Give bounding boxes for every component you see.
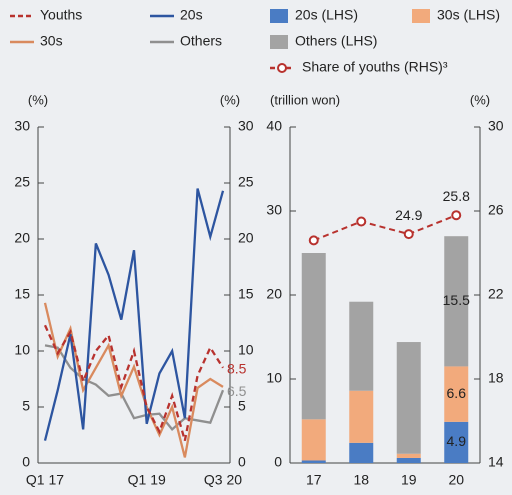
- legend-label: 30s (LHS): [437, 7, 500, 23]
- legend-label: Others: [180, 33, 222, 49]
- y-tick-label: 40: [266, 118, 282, 134]
- x-tick-label: 20: [448, 472, 464, 488]
- y2-tick-label: 30: [238, 118, 254, 134]
- y2-axis-label: (%): [470, 92, 490, 107]
- x-tick-label: Q1 19: [128, 472, 166, 488]
- legend-label: Others (LHS): [295, 33, 377, 49]
- line-marker: [403, 229, 414, 240]
- value-label: 25.8: [443, 188, 470, 204]
- data-line: [43, 188, 225, 441]
- y-tick-label: 10: [266, 370, 282, 386]
- bar-segment: [396, 342, 421, 454]
- bar-segment: [444, 421, 469, 463]
- x-tick-label: 17: [306, 472, 322, 488]
- line-marker: [308, 235, 319, 246]
- line-marker: [356, 216, 367, 227]
- legend-marker: [277, 63, 287, 73]
- y2-tick-label: 5: [238, 398, 246, 414]
- legend-swatch: [412, 9, 430, 23]
- value-label: 8.5: [227, 361, 247, 377]
- x-tick-label: 19: [401, 472, 417, 488]
- bar-segment: [349, 390, 374, 443]
- legend-label: 20s (LHS): [295, 7, 358, 23]
- y2-tick-label: 15: [238, 286, 254, 302]
- bar-segment: [301, 419, 326, 461]
- line-marker: [451, 210, 462, 221]
- data-line: [313, 214, 457, 242]
- y-tick-label: 0: [274, 454, 282, 470]
- legend-label: Youths: [40, 7, 82, 23]
- y2-tick-label: 10: [238, 342, 254, 358]
- value-label: 6.6: [447, 385, 467, 401]
- bar-segment: [396, 457, 421, 463]
- y-tick-label: 15: [14, 286, 30, 302]
- y-tick-label: 25: [14, 174, 30, 190]
- data-line: [43, 324, 224, 441]
- y-tick-label: 20: [266, 286, 282, 302]
- bar-segment: [444, 236, 469, 367]
- bar-segment: [396, 453, 421, 458]
- value-label: 6.5: [227, 383, 247, 399]
- legend-label: 20s: [180, 7, 203, 23]
- bar-segment: [444, 366, 469, 422]
- legend-label: Share of youths (RHS)³: [302, 59, 448, 75]
- y-tick-label: 5: [22, 398, 30, 414]
- y2-axis-label: (%): [220, 92, 240, 107]
- y-tick-label: 0: [22, 454, 30, 470]
- y2-tick-label: 26: [488, 202, 504, 218]
- y-tick-label: 10: [14, 342, 30, 358]
- y-tick-label: 30: [14, 118, 30, 134]
- y2-tick-label: 0: [238, 454, 246, 470]
- y2-tick-label: 22: [488, 286, 504, 302]
- y2-tick-label: 18: [488, 370, 504, 386]
- legend-swatch: [270, 9, 288, 23]
- y-axis-label: (trillion won): [270, 92, 340, 107]
- y2-tick-label: 30: [488, 118, 504, 134]
- legend-label: 30s: [40, 33, 63, 49]
- bar-segment: [349, 301, 374, 391]
- y2-tick-label: 25: [238, 174, 254, 190]
- x-tick-label: Q1 17: [26, 472, 64, 488]
- x-tick-label: Q3 20: [204, 472, 242, 488]
- value-label: 4.9: [447, 433, 467, 449]
- y-axis-label: (%): [28, 92, 48, 107]
- y2-tick-label: 20: [238, 230, 254, 246]
- y2-tick-label: 14: [488, 454, 504, 470]
- bar-segment: [349, 442, 374, 463]
- value-label: 24.9: [395, 207, 422, 223]
- value-label: 15.5: [443, 292, 470, 308]
- bar-segment: [301, 460, 326, 463]
- bar-segment: [301, 253, 326, 420]
- y-tick-label: 20: [14, 230, 30, 246]
- legend-swatch: [270, 35, 288, 49]
- y-tick-label: 30: [266, 202, 282, 218]
- x-tick-label: 18: [353, 472, 369, 488]
